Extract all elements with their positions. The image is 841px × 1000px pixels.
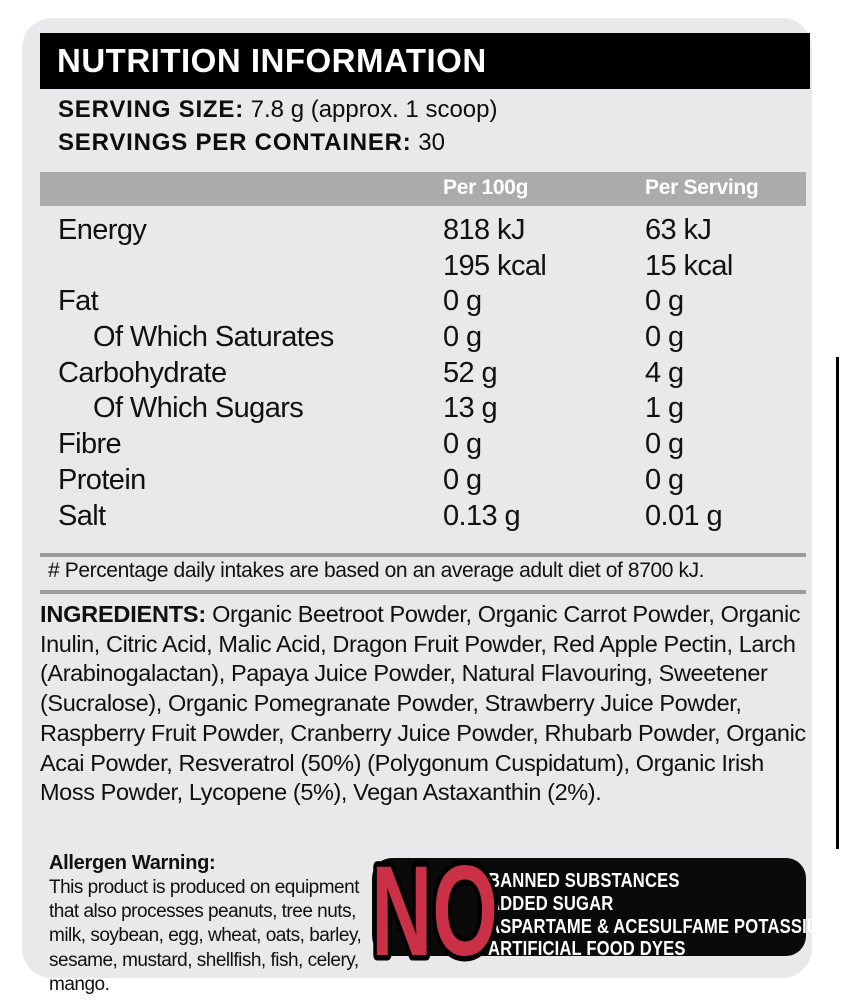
no-claim-item: ARTIFICIAL FOOD DYES <box>488 938 686 961</box>
row-label: Energy <box>58 214 147 246</box>
no-claim-item: BANNED SUBSTANCES <box>488 870 680 892</box>
ingredients-text: Organic Beetroot Powder, Organic Carrot … <box>40 601 806 806</box>
right-edge-line <box>836 357 839 849</box>
row-per-serving-value: 0.01 g <box>645 499 723 532</box>
row-label: Protein <box>58 463 146 496</box>
row-label: Of Which Saturates <box>93 321 334 354</box>
row-per-serving-value: 0 g <box>645 428 684 461</box>
table-row: Of Which Saturates 0 g 0 g <box>40 320 806 356</box>
footnote-rule-bottom <box>40 590 806 594</box>
daily-intake-footnote: # Percentage daily intakes are based on … <box>48 559 705 582</box>
row-per-100g-value: 0.13 g <box>443 499 521 532</box>
ingredients-paragraph: INGREDIENTS: Organic Beetroot Powder, Or… <box>40 600 812 808</box>
serving-size-label: SERVING SIZE: <box>58 96 244 123</box>
row-per-100g-value: 52 g <box>443 356 498 389</box>
row-per-serving-value: 4 g <box>645 356 684 389</box>
row-per-serving-value: 15 kcal <box>645 249 733 282</box>
column-per-serving: Per Serving <box>645 176 759 199</box>
row-label: Fibre <box>58 428 122 461</box>
table-row: Fibre 0 g 0 g <box>40 427 806 463</box>
allergen-warning-block: Allergen Warning: This product is produc… <box>49 851 371 997</box>
column-per-100g: Per 100g <box>443 176 529 199</box>
serving-size-value: 7.8 g (approx. 1 scoop) <box>244 96 498 123</box>
table-row: Energy 818 kJ 63 kJ <box>40 213 806 249</box>
servings-per-container-value: 30 <box>411 129 445 156</box>
table-row: Carbohydrate 52 g 4 g <box>40 356 806 392</box>
row-per-100g-value: 195 kcal <box>443 249 547 282</box>
servings-per-container-label: SERVINGS PER CONTAINER: <box>58 129 412 156</box>
row-per-100g-value: 0 g <box>443 463 482 496</box>
row-label: Carbohydrate <box>58 356 227 389</box>
footnote-rule-top <box>40 553 806 557</box>
row-per-100g-value: 0 g <box>443 428 482 461</box>
no-claim-item: ASPARTAME & ACESULFAME POTASSIUM <box>488 915 834 938</box>
no-claims-box: BANNED SUBSTANCES ADDED SUGAR ASPARTAME & … <box>372 858 833 960</box>
row-per-100g-value: 0 g <box>443 285 482 318</box>
row-label: Fat <box>58 285 99 318</box>
table-row: Protein 0 g 0 g <box>40 463 806 499</box>
allergen-warning-text: This product is produced on equipment th… <box>49 877 362 995</box>
row-per-serving-value: 1 g <box>645 392 684 425</box>
row-label: Of Which Sugars <box>93 392 304 425</box>
table-row: Fat 0 g 0 g <box>40 284 806 320</box>
page-title: NUTRITION INFORMATION <box>57 42 487 79</box>
no-claim-item: ADDED SUGAR <box>488 892 614 915</box>
allergen-warning-title: Allergen Warning: <box>49 852 216 874</box>
nutrition-title-bar: NUTRITION INFORMATION <box>40 33 810 89</box>
row-per-serving-value: 0 g <box>645 463 684 496</box>
row-per-100g-value: 818 kJ <box>443 214 525 246</box>
no-claims-list: BANNED SUBSTANCES ADDED SUGAR ASPARTAME & … <box>488 870 841 961</box>
table-row: 195 kcal 15 kcal <box>40 249 806 285</box>
row-label: Salt <box>58 499 106 532</box>
serving-size-line: SERVING SIZE: 7.8 g (approx. 1 scoop) <box>58 96 497 124</box>
row-per-serving-value: 0 g <box>645 321 684 354</box>
ingredients-label: INGREDIENTS: <box>40 601 207 627</box>
row-per-serving-value: 63 kJ <box>645 214 712 246</box>
table-row: Salt 0.13 g 0.01 g <box>40 499 806 535</box>
table-row: Of Which Sugars 13 g 1 g <box>40 391 806 427</box>
no-word-graphic: NO <box>367 846 503 966</box>
row-per-100g-value: 0 g <box>443 321 482 354</box>
table-column-header: Per 100g Per Serving <box>40 172 806 206</box>
no-word: NO <box>371 846 498 966</box>
servings-per-container-line: SERVINGS PER CONTAINER: 30 <box>58 129 445 157</box>
row-per-serving-value: 0 g <box>645 285 684 318</box>
row-per-100g-value: 13 g <box>443 392 498 425</box>
